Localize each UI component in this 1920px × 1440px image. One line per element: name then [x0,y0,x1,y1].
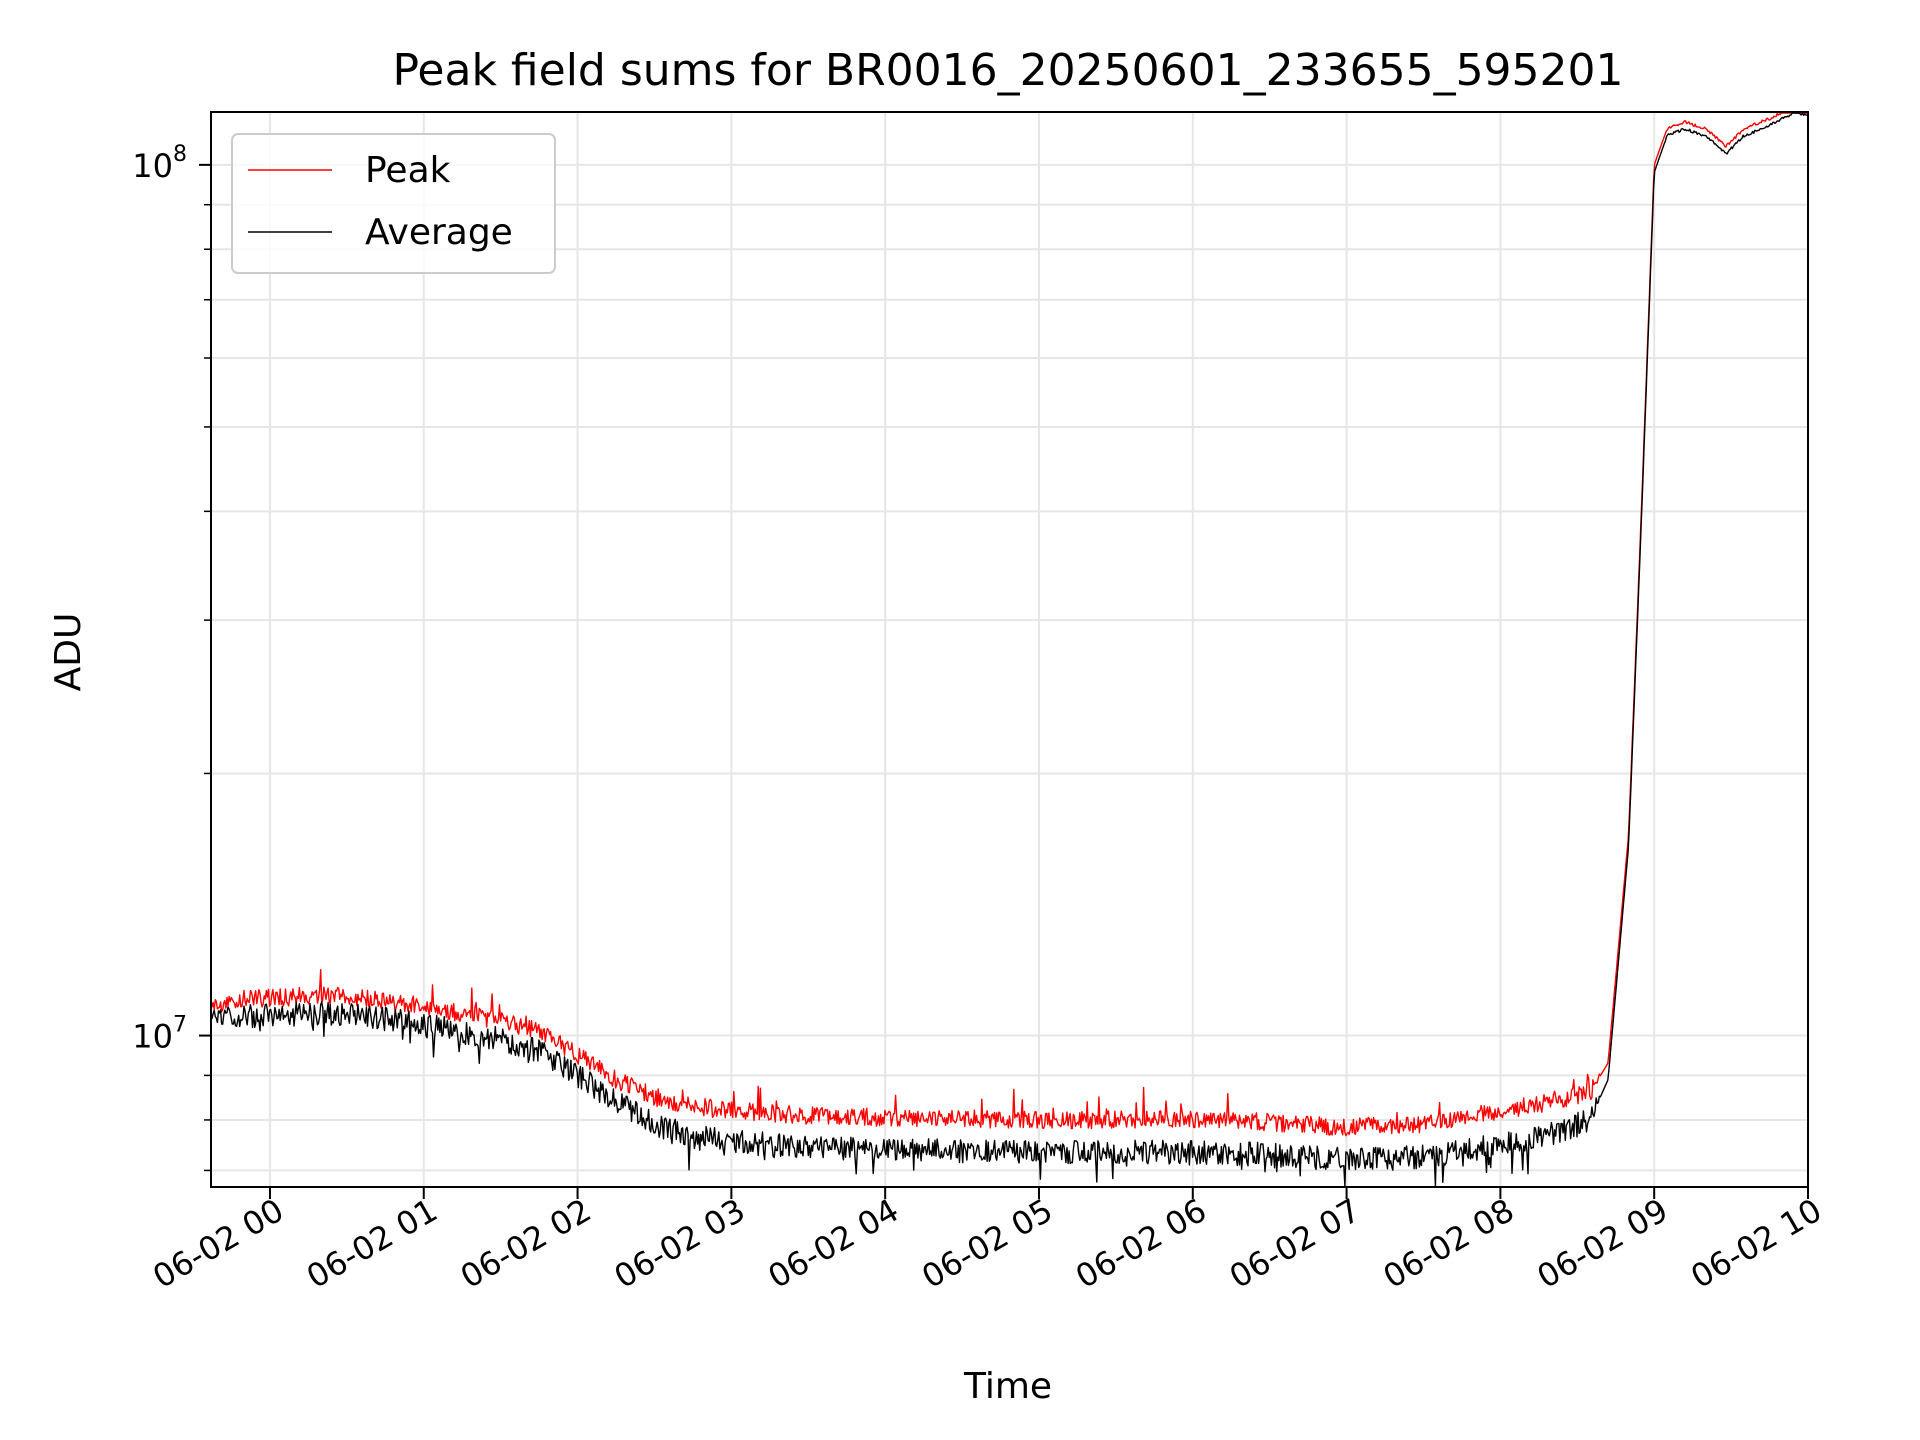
legend-label-average: Average [365,212,513,253]
legend-label-peak: Peak [365,150,451,191]
legend: Peak Average [231,133,556,274]
series-line-peak [210,112,1808,1137]
series-line-average [210,112,1809,1187]
y-tick-label: 107 [132,1013,187,1056]
plot-frame [210,111,1809,1188]
chart-title: Peak field sums for BR0016_20250601_2336… [392,45,1623,96]
y-axis: 107 108 [132,142,211,1172]
legend-box [231,133,556,274]
y-tick-label: 108 [132,142,187,185]
y-axis-label: ADU [48,613,89,692]
x-axis-label: Time [963,1366,1052,1407]
series-layer [210,112,1809,1187]
